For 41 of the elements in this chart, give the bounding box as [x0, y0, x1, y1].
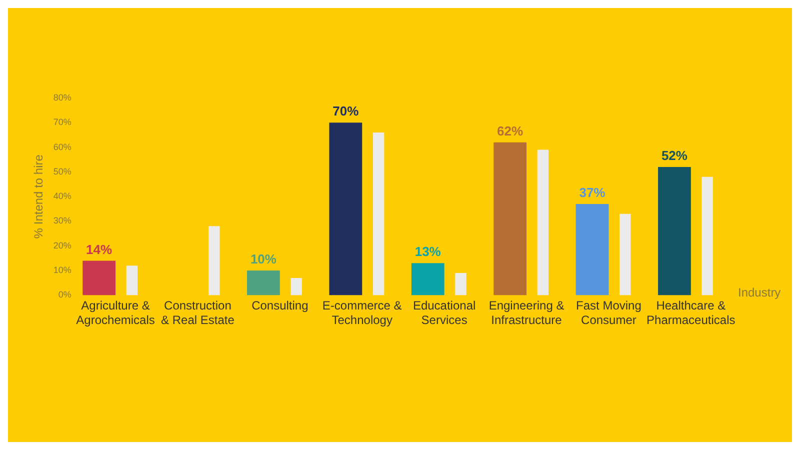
data-label: 52%: [661, 148, 688, 164]
data-label: 70%: [332, 104, 360, 119]
data-label: 13%: [414, 244, 442, 260]
data-label: 14%: [86, 242, 113, 257]
x-tick-label: Engineering & Infrastructure: [488, 298, 564, 328]
bar: [411, 263, 444, 296]
y-axis-title: % Intend to hire: [32, 154, 46, 239]
x-tick-label: Educational Services: [412, 298, 476, 328]
bar: [82, 260, 116, 296]
bar: [576, 204, 609, 296]
bar: [455, 273, 466, 296]
x-axis-title: Industry: [738, 286, 781, 300]
bar: [494, 142, 527, 296]
bar: [658, 167, 691, 296]
x-tick-label: Healthcare & Pharmaceuticals: [646, 298, 736, 328]
y-tick-label: 10%: [53, 265, 72, 276]
bar: [329, 122, 362, 296]
x-tick-label: Construction & Real Estate: [161, 298, 235, 328]
x-tick-label: Agriculture & Agrochemicals: [76, 298, 155, 328]
x-tick-label: Fast Moving Consumer: [576, 298, 642, 328]
y-tick-label: 60%: [53, 142, 72, 152]
bar: [372, 132, 384, 296]
y-tick-label: 0%: [58, 290, 72, 300]
bar: [247, 270, 280, 296]
data-label: 62%: [497, 123, 524, 138]
bar: [208, 226, 220, 296]
x-tick-label: E-commerce & Technology: [322, 298, 402, 328]
bar: [537, 150, 549, 296]
bar: [702, 176, 713, 296]
bar: [290, 278, 302, 296]
y-tick-label: 70%: [53, 117, 72, 128]
y-tick-label: 40%: [53, 191, 72, 202]
y-tick-label: 50%: [53, 166, 72, 176]
data-label: 37%: [579, 185, 606, 200]
x-tick-label: Consulting: [252, 298, 308, 313]
data-label: 10%: [250, 252, 277, 267]
y-tick-label: 80%: [53, 92, 72, 102]
bar: [126, 266, 138, 296]
bar: [620, 214, 631, 296]
y-tick-label: 20%: [53, 240, 72, 250]
y-tick-label: 30%: [53, 216, 72, 226]
